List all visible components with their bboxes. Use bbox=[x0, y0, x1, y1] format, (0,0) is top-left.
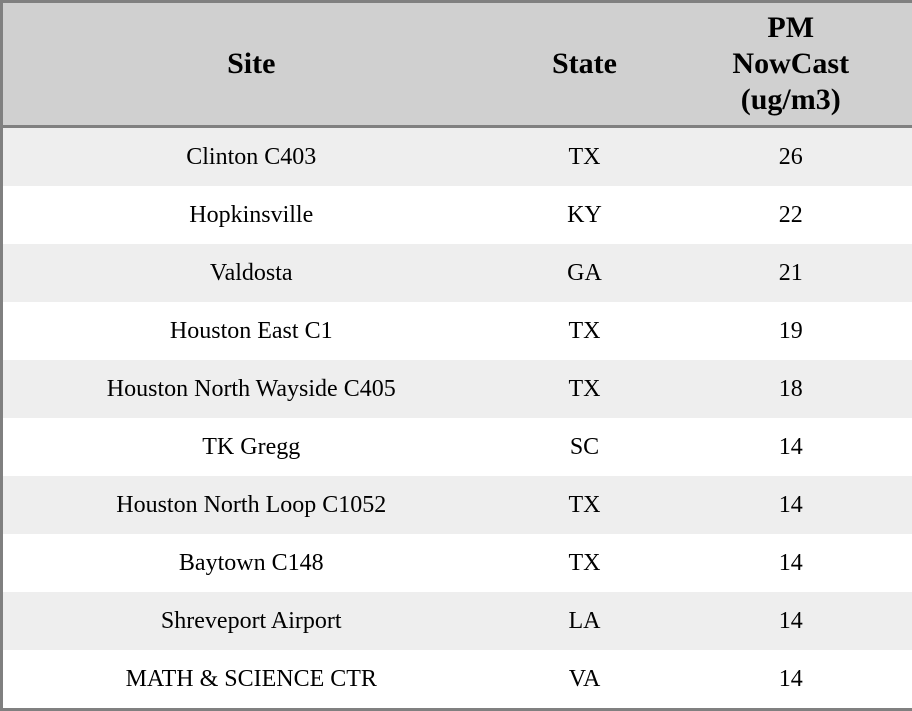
table-row: TK Gregg SC 14 bbox=[1, 418, 912, 476]
table-row: Hopkinsville KY 22 bbox=[1, 186, 912, 244]
table-row: Houston East C1 TX 19 bbox=[1, 302, 912, 360]
site-cell: Clinton C403 bbox=[1, 126, 500, 186]
table-row: Valdosta GA 21 bbox=[1, 244, 912, 302]
state-cell: GA bbox=[499, 244, 670, 302]
column-header-state: State bbox=[499, 1, 670, 128]
header-row: Site State PM NowCast (ug/m3) bbox=[1, 1, 912, 128]
state-cell: TX bbox=[499, 126, 670, 186]
site-cell: Baytown C148 bbox=[1, 534, 500, 592]
pm-value-cell: 14 bbox=[669, 418, 912, 476]
pm-value-cell: 14 bbox=[669, 592, 912, 650]
state-cell: SC bbox=[499, 418, 670, 476]
pm-value-cell: 26 bbox=[669, 126, 912, 186]
site-cell: Houston North Loop C1052 bbox=[1, 476, 500, 534]
table-row: Clinton C403 TX 26 bbox=[1, 126, 912, 186]
state-cell: LA bbox=[499, 592, 670, 650]
table-row: Houston North Loop C1052 TX 14 bbox=[1, 476, 912, 534]
table-row: Baytown C148 TX 14 bbox=[1, 534, 912, 592]
site-cell: Houston East C1 bbox=[1, 302, 500, 360]
state-cell: TX bbox=[499, 476, 670, 534]
site-cell: Valdosta bbox=[1, 244, 500, 302]
state-cell: TX bbox=[499, 534, 670, 592]
pm-value-cell: 21 bbox=[669, 244, 912, 302]
pm-value-cell: 14 bbox=[669, 476, 912, 534]
pm-value-cell: 18 bbox=[669, 360, 912, 418]
site-cell: TK Gregg bbox=[1, 418, 500, 476]
table-row: Shreveport Airport LA 14 bbox=[1, 592, 912, 650]
pm-value-cell: 19 bbox=[669, 302, 912, 360]
site-cell: MATH & SCIENCE CTR bbox=[1, 650, 500, 710]
state-cell: TX bbox=[499, 302, 670, 360]
table-row: Houston North Wayside C405 TX 18 bbox=[1, 360, 912, 418]
state-cell: VA bbox=[499, 650, 670, 710]
pm-value-cell: 22 bbox=[669, 186, 912, 244]
pm-value-cell: 14 bbox=[669, 534, 912, 592]
pm-value-cell: 14 bbox=[669, 650, 912, 710]
site-cell: Hopkinsville bbox=[1, 186, 500, 244]
column-header-pm-nowcast: PM NowCast (ug/m3) bbox=[669, 1, 912, 128]
state-cell: TX bbox=[499, 360, 670, 418]
table-row: MATH & SCIENCE CTR VA 14 bbox=[1, 650, 912, 710]
site-cell: Houston North Wayside C405 bbox=[1, 360, 500, 418]
state-cell: KY bbox=[499, 186, 670, 244]
column-header-site: Site bbox=[1, 1, 500, 128]
site-cell: Shreveport Airport bbox=[1, 592, 500, 650]
